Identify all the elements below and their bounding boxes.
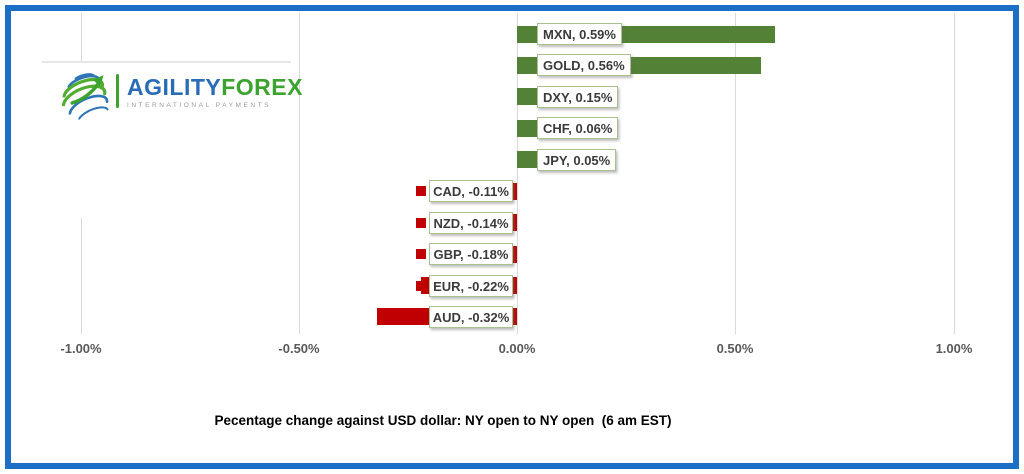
logo-subtitle: INTERNATIONAL PAYMENTS <box>127 102 271 109</box>
x-tick-0.00%: 0.00% <box>498 341 536 356</box>
bar-label-dxy: DXY, 0.15% <box>537 86 619 108</box>
bar-label-chf: CHF, 0.06% <box>537 117 619 139</box>
gridline-0.00% <box>517 13 518 334</box>
legend-key-icon-eur <box>416 281 426 291</box>
gridline-0.50% <box>735 13 736 334</box>
legend-key-icon-cad <box>416 186 426 196</box>
x-tick-1.00%: 1.00% <box>935 341 973 356</box>
legend-key-icon-nzd <box>416 218 426 228</box>
logo-wordmark: AGILITYFOREX <box>127 75 303 99</box>
legend-key-icon-aud <box>416 312 426 322</box>
bar-label-jpy: JPY, 0.05% <box>537 149 617 171</box>
bar-label-eur: EUR, -0.22% <box>429 275 513 297</box>
logo-word-agility: AGILITY <box>127 74 222 100</box>
logo-separator <box>116 74 119 108</box>
bar-label-aud: AUD, -0.32% <box>429 306 513 328</box>
x-tick--1.00%: -1.00% <box>60 341 102 356</box>
globe-swirl-arrow-icon <box>61 73 109 120</box>
bar-label-nzd: NZD, -0.14% <box>429 212 513 234</box>
legend-key-icon-gbp <box>416 249 426 259</box>
gridline-1.00% <box>954 13 955 334</box>
x-tick-0.50%: 0.50% <box>716 341 754 356</box>
bar-label-gbp: GBP, -0.18% <box>429 243 513 265</box>
logo-word-forex: FOREX <box>221 74 303 100</box>
gridline--0.50% <box>299 13 300 334</box>
bar-chf <box>517 120 543 137</box>
bar-label-gold: GOLD, 0.56% <box>537 54 631 76</box>
bar-label-mxn: MXN, 0.59% <box>537 23 622 45</box>
bar-label-cad: CAD, -0.11% <box>429 180 513 202</box>
chart-title: Pecentage change against USD dollar: NY … <box>214 413 672 428</box>
agilityforex-logo: AGILITYFOREX INTERNATIONAL PAYMENTS <box>42 61 302 218</box>
x-tick--0.50%: -0.50% <box>278 341 320 356</box>
bar-jpy <box>517 151 539 168</box>
